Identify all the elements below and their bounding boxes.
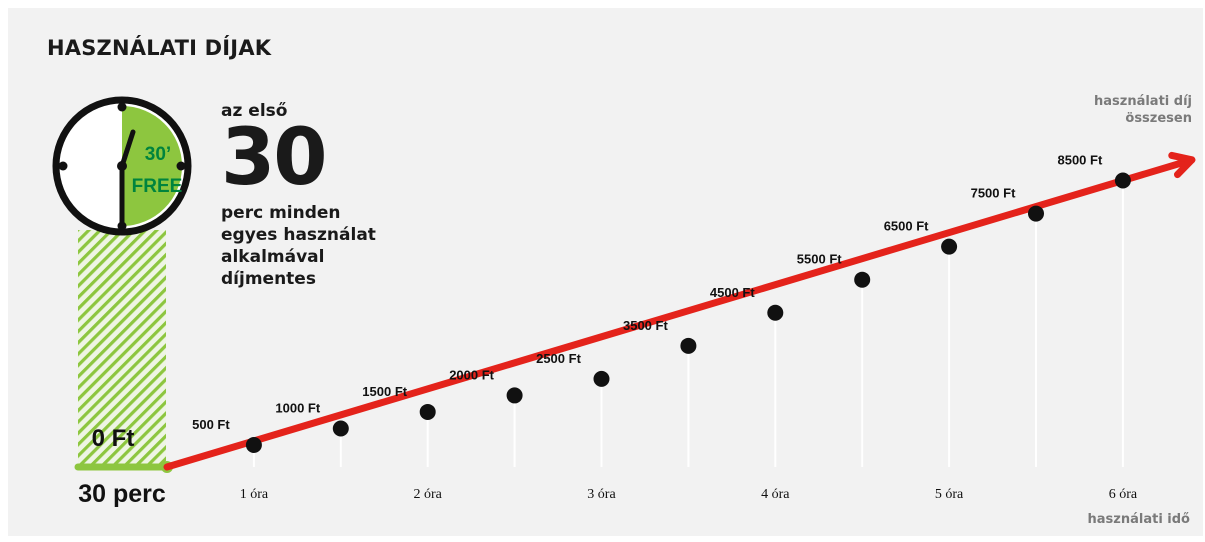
free-value-label: 0 Ft [92,425,135,452]
free-period-area [78,230,166,467]
fee-line [163,156,1196,471]
data-label: 2500 Ft [536,351,581,366]
x-axis-title: használati idő [1087,512,1190,527]
data-label: 5500 Ft [797,252,842,267]
data-points [245,172,1131,453]
data-point [1028,205,1044,222]
clock-hour-hand [119,129,136,169]
chart-panel [8,8,1203,536]
x-tick-label: 5 óra [935,487,964,502]
x-tick-label: 6 óra [1109,487,1138,502]
data-label: 500 Ft [192,417,230,432]
data-point [1114,172,1131,189]
intro-number: 30 [221,113,328,203]
intro-description: perc minden egyes használat alkalmával d… [221,203,376,289]
data-label: 4500 Ft [710,285,755,300]
fee-line-arrowhead [1168,151,1196,179]
data-point [419,403,436,420]
y-axis-title-line2: összesen [1125,111,1192,126]
intro-line1: az első [221,101,288,121]
data-label: 1000 Ft [275,400,320,415]
data-label: 2000 Ft [449,367,494,382]
x-tick-labels: 1 óra 2 óra 3 óra 4 óra 5 óra 6 óra [240,487,1138,502]
data-point [593,370,610,387]
free-time-label: 30 perc [78,480,166,508]
data-point [332,420,349,437]
data-point [767,304,784,321]
y-axis-title-line1: használati díj [1093,94,1192,109]
intro-block: az első 30 perc minden egyes használat a… [221,100,401,290]
data-point [941,238,958,255]
data-labels: 500 Ft 1000 Ft 1500 Ft 2000 Ft 2500 Ft 3500 F… [192,153,1103,432]
x-tick-label: 3 óra [587,487,616,502]
y-axis-title: használati díj összesen [1060,93,1192,127]
data-label: 1500 Ft [362,384,407,399]
data-point [245,437,262,453]
data-label: 7500 Ft [971,186,1016,201]
data-point [680,337,697,354]
data-label: 6500 Ft [884,219,929,234]
data-label: 8500 Ft [1057,153,1102,168]
clock-badge-line1: 30’ [145,144,171,165]
x-tick-label: 2 óra [414,487,443,502]
clock-icon: 30’ FREE [52,96,192,236]
clock-badge-line2: FREE [132,176,183,197]
x-tick-label: 1 óra [240,487,269,502]
chart-title: HASZNÁLATI DÍJAK [47,36,272,60]
data-label: 3500 Ft [623,318,668,333]
x-tick-label: 4 óra [761,487,790,502]
data-point [506,387,523,404]
gridlines [252,180,1124,467]
data-point [854,271,871,288]
